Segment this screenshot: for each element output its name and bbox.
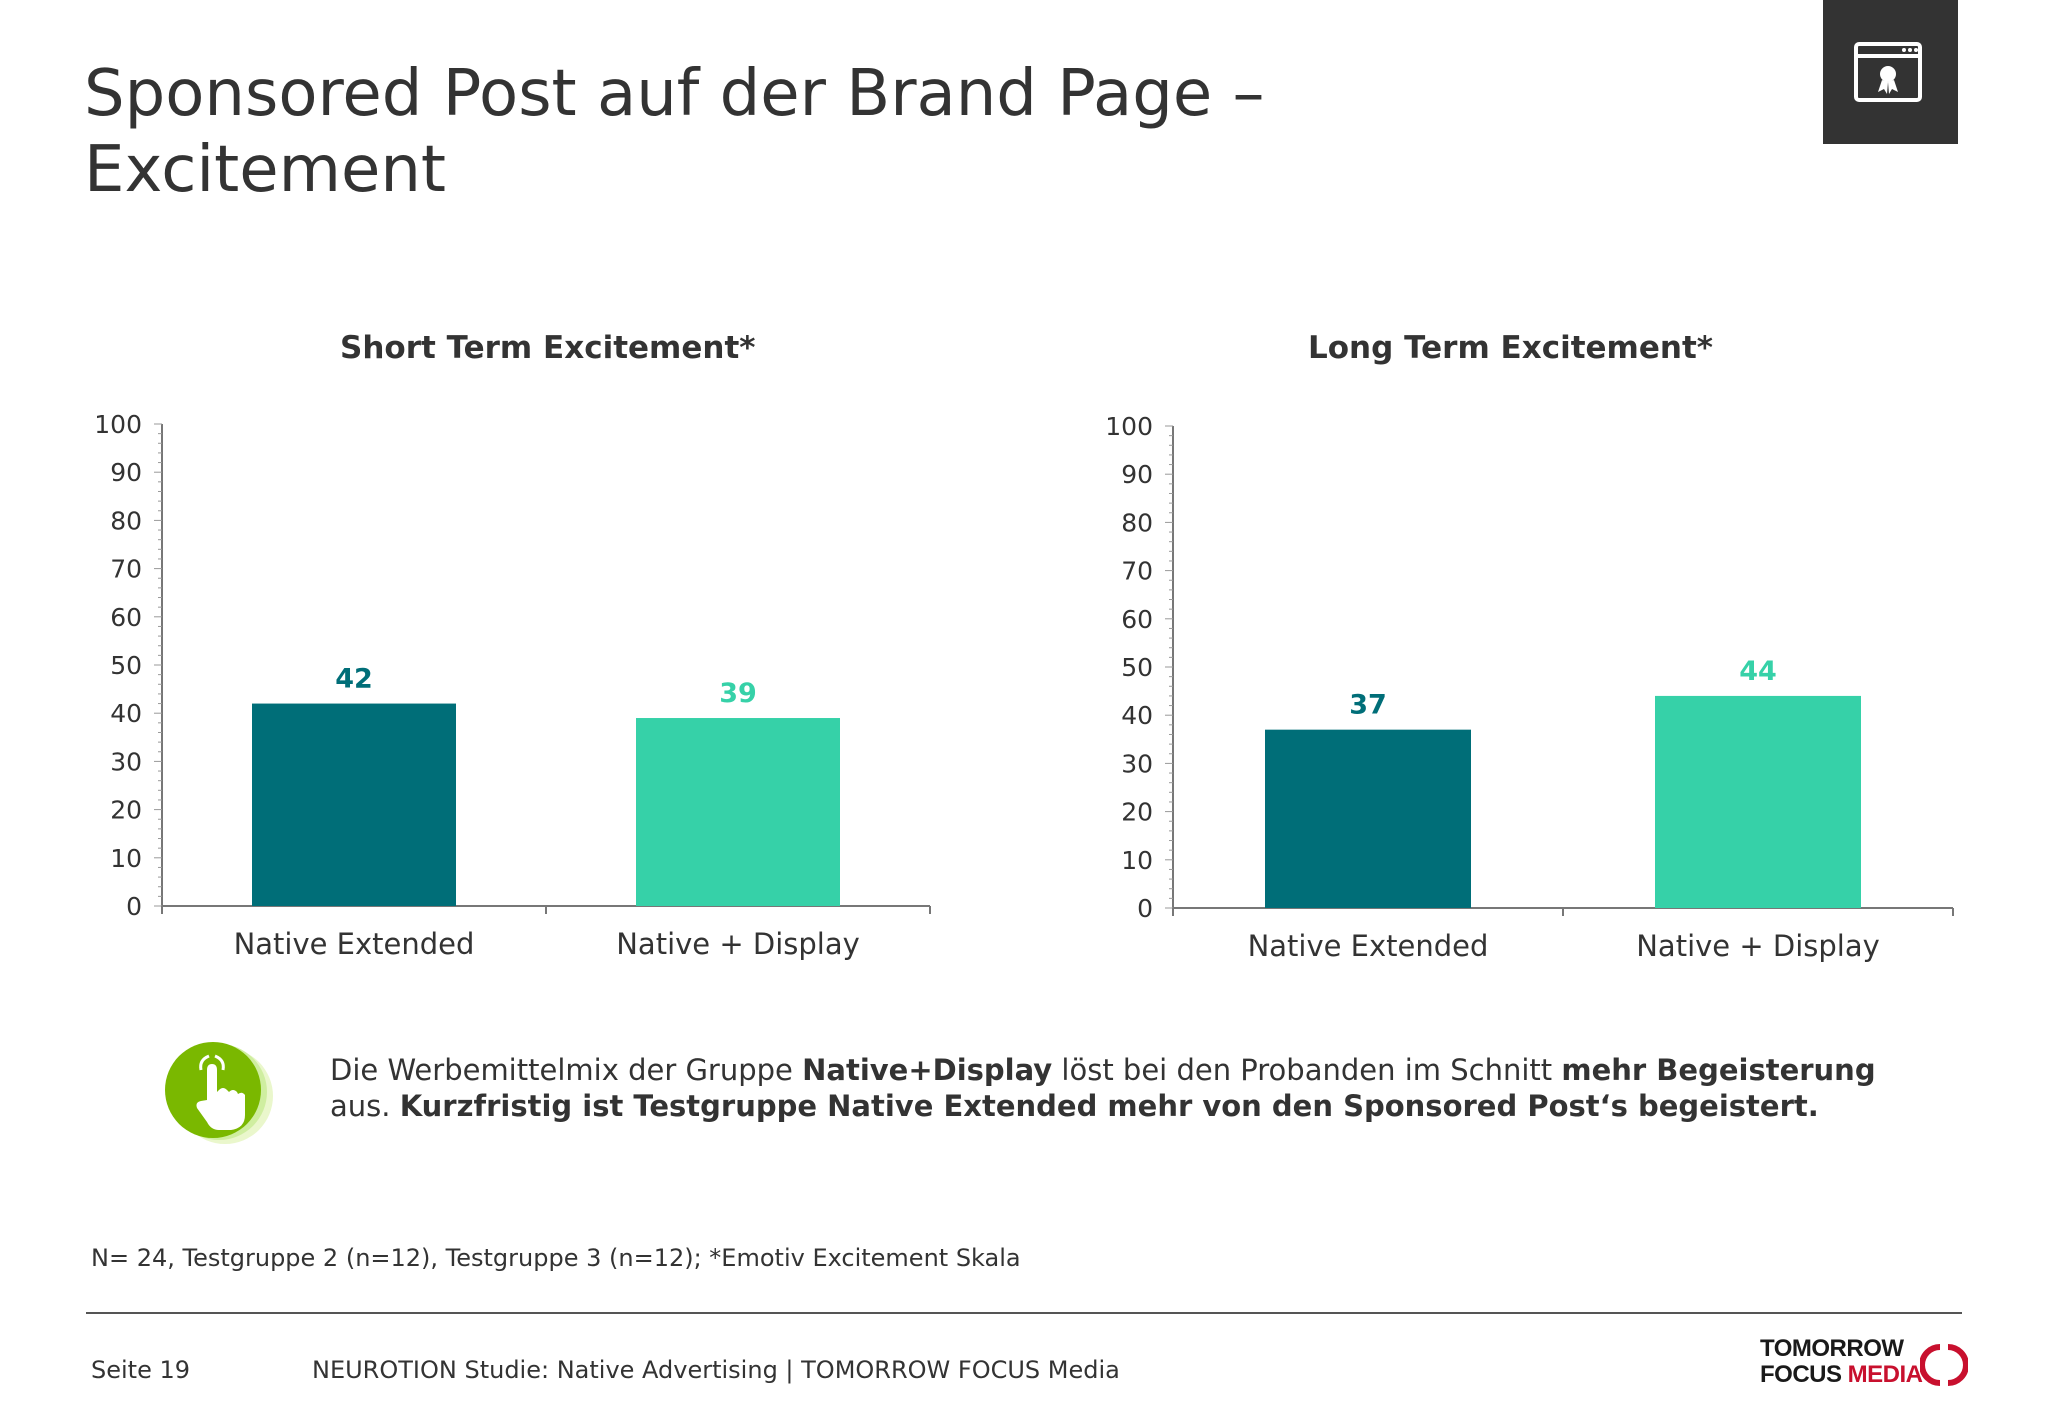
y-tick-label: 80 [1121, 508, 1153, 537]
company-logo: TOMORROW FOCUS MEDIA [1760, 1335, 1980, 1395]
y-tick-label: 80 [110, 506, 142, 535]
callout-text-3: aus. [330, 1089, 400, 1123]
x-category-label: Native + Display [616, 927, 860, 961]
y-tick-label: 10 [1121, 846, 1153, 875]
x-category-label: Native Extended [1248, 929, 1489, 963]
page-title: Sponsored Post auf der Brand Page – Exci… [84, 56, 1484, 208]
logo-line-2: FOCUS MEDIA [1760, 1361, 1923, 1389]
footnote: N= 24, Testgruppe 2 (n=12), Testgruppe 3… [91, 1244, 1021, 1272]
callout-bold-3: Kurzfristig ist Testgruppe Native Extend… [399, 1089, 1819, 1123]
y-tick-label: 50 [1121, 653, 1153, 682]
y-tick-label: 100 [94, 410, 142, 439]
x-category-label: Native + Display [1636, 929, 1880, 963]
callout-text: Die Werbemittelmix der Gruppe Native+Dis… [330, 1052, 1930, 1124]
callout-bold-2: mehr Begeisterung [1561, 1053, 1876, 1087]
bar-value-label: 37 [1349, 690, 1387, 721]
footer-text: NEUROTION Studie: Native Advertising | T… [312, 1356, 1120, 1384]
bar-value-label: 39 [719, 678, 757, 709]
y-tick-label: 70 [1121, 557, 1153, 586]
y-tick-label: 20 [110, 796, 142, 825]
short-term-chart: Short Term Excitement* 0 10 20 30 40 50 60 70 80… [80, 330, 1080, 970]
y-tick-label: 40 [110, 699, 142, 728]
y-tick-label: 0 [1137, 894, 1153, 923]
y-tick-label: 90 [1121, 460, 1153, 489]
callout-text-2: löst bei den Probanden im Schnitt [1052, 1053, 1562, 1087]
bar-value-label: 44 [1739, 656, 1777, 687]
bar [636, 718, 840, 906]
callout-text-1: Die Werbemittelmix der Gruppe [330, 1053, 803, 1087]
chart-title: Long Term Excitement* [1308, 330, 1713, 366]
y-tick-label: 100 [1105, 412, 1153, 441]
x-category-label: Native Extended [234, 927, 475, 961]
callout-bold-1: Native+Display [802, 1053, 1053, 1087]
bar [1655, 695, 1861, 908]
page-number: Seite 19 [91, 1356, 191, 1384]
short-term-chart-plot: 0 10 20 30 40 50 60 70 80 90 100 42 Native Extended 3… [94, 410, 931, 961]
hand-pointer-icon [165, 1042, 273, 1144]
page-title-line-1: Sponsored Post auf der Brand Page – [84, 57, 1265, 131]
footer-divider [86, 1312, 1962, 1314]
y-tick-label: 0 [126, 892, 142, 921]
corner-badge [1823, 0, 1958, 144]
y-tick-label: 70 [110, 555, 142, 584]
bar [252, 703, 456, 906]
y-tick-label: 60 [1121, 605, 1153, 634]
page-title-line-2: Excitement [84, 133, 446, 207]
y-tick-label: 40 [1121, 701, 1153, 730]
insight-callout: Die Werbemittelmix der Gruppe Native+Dis… [155, 1030, 1925, 1210]
logo-line-1: TOMORROW [1760, 1335, 1904, 1362]
logo-circle-icon [1920, 1344, 1968, 1386]
long-term-chart: Long Term Excitement* 0 10 20 30 40 50 60 70 80 9… [1090, 330, 2048, 970]
y-tick-label: 10 [110, 844, 142, 873]
bar [1265, 729, 1471, 908]
y-tick-label: 30 [110, 747, 142, 776]
logo-focus: FOCUS [1760, 1361, 1848, 1388]
bar-value-label: 42 [335, 664, 373, 695]
y-tick-label: 50 [110, 651, 142, 680]
y-tick-label: 60 [110, 603, 142, 632]
certificate-window-icon [1854, 42, 1922, 102]
y-tick-label: 30 [1121, 749, 1153, 778]
y-tick-label: 20 [1121, 798, 1153, 827]
long-term-chart-plot: 0 10 20 30 40 50 60 70 80 90 100 37 Native Extended 4… [1105, 412, 1954, 963]
y-tick-label: 90 [110, 458, 142, 487]
chart-title: Short Term Excitement* [340, 330, 756, 366]
logo-media: MEDIA [1847, 1361, 1923, 1388]
